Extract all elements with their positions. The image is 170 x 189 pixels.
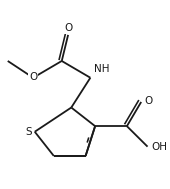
- Text: S: S: [25, 127, 32, 137]
- Text: NH: NH: [94, 64, 110, 74]
- Text: O: O: [144, 96, 153, 106]
- Text: OH: OH: [151, 142, 167, 152]
- Text: O: O: [64, 23, 72, 33]
- Text: O: O: [29, 72, 37, 82]
